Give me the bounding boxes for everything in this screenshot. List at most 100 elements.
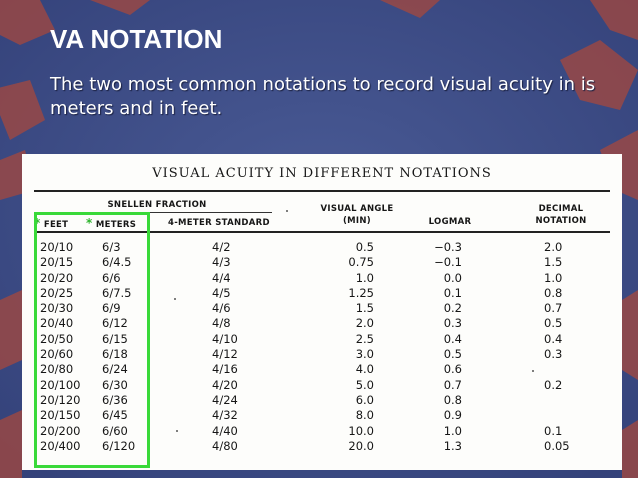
header-feet: * FEET [34,216,68,230]
table-cell: 2.0 [355,316,374,331]
table-cell: 0.2 [443,301,462,316]
star-marker: * [86,216,93,230]
table-cell: 4/80 [212,438,238,453]
table-cell: 0.75 [348,255,374,270]
header-meters: * METERS [86,216,136,230]
table-header-rule [34,231,610,233]
table-title: VISUAL ACUITY IN DIFFERENT NOTATIONS [152,166,492,181]
header-meters-label: METERS [95,220,137,230]
scan-speck [532,370,534,372]
table-cell: 20/15 [40,255,74,270]
column-feet: 20/10 20/15 20/20 20/25 20/30 20/40 20/50 20/60… [40,240,80,454]
table-cell: 6/12 [102,316,128,331]
table-cell: 1.5 [544,255,563,270]
table-cell: 6/36 [102,392,128,407]
table-cell: 20/30 [40,301,74,316]
table-cell: 4/24 [212,392,238,407]
acuity-table: VISUAL ACUITY IN DIFFERENT NOTATIONS SNE… [22,154,622,470]
table-cell: 1.0 [443,423,462,438]
table-cell: 2.5 [355,331,374,346]
star-marker: * [34,216,41,230]
header-decimal: DECIMAL [538,204,584,214]
table-cell: 0.4 [544,331,563,346]
table-cell: 6/45 [102,408,128,423]
table-cell: 1.25 [348,285,374,300]
table-cell: 4/32 [212,408,238,423]
header-feet-label: FEET [43,220,69,230]
table-cell: 0.0 [443,270,462,285]
table-cell: 20/400 [40,438,81,453]
table-cell: 1.0 [544,270,563,285]
table-cell: 1.3 [443,438,462,453]
highlight-box [34,212,150,468]
table-cell: 20/20 [40,270,74,285]
slide-body-text: The two most common notations to record … [50,74,596,119]
table-cell: 0.3 [443,316,462,331]
header-logmar: LOGMAR [428,217,472,227]
table-cell: 20/25 [40,285,74,300]
table-cell: 6/6 [102,270,121,285]
table-cell: 0.5 [544,316,563,331]
table-cell: 6/60 [102,423,128,438]
table-cell: 6/4.5 [102,255,132,270]
table-cell: −0.3 [434,240,462,254]
table-cell: 20/150 [40,408,81,423]
table-cell: 0.1 [544,423,563,438]
table-cell [544,408,570,423]
scan-speck [174,298,176,300]
table-cell: 0.3 [544,347,563,362]
table-cell: 6/30 [102,377,128,392]
table-cell: 4/3 [212,255,231,270]
table-cell: 4/6 [212,301,231,316]
column-meters: 6/3 6/4.5 6/6 6/7.5 6/9 6/12 6/15 6/18 6/24 6/30 6… [102,240,135,454]
table-cell: 20/50 [40,331,74,346]
table-cell: 4/40 [212,423,238,438]
table-cell: 0.6 [443,362,462,377]
column-decimal: 2.0 1.5 1.0 0.8 0.7 0.5 0.4 0.3 0.2 0.1 0.05 [544,240,570,454]
table-cell: 10.0 [348,423,374,438]
table-cell: 6/15 [102,331,128,346]
table-cell: 4/2 [212,240,231,254]
header-visual-angle-unit: (MIN) [342,216,371,226]
table-cell: 6/7.5 [102,285,132,300]
table-cell: 20/200 [40,423,81,438]
table-cell: 0.4 [443,331,462,346]
table-cell: 4/16 [212,362,238,377]
table-cell: 20.0 [348,438,374,453]
table-cell: 4/4 [212,270,231,285]
table-cell [544,393,570,408]
table-cell: 6/3 [102,240,121,254]
table-cell: 0.7 [544,301,563,316]
table-cell: 0.2 [544,377,563,392]
table-cell: 8.0 [355,408,374,423]
table-cell: 6/18 [102,347,128,362]
header-4-meter-standard: 4-METER STANDARD [168,218,270,228]
scan-speck [286,210,288,212]
table-cell: 0.8 [443,392,462,407]
column-logmar: −0.3 −0.1 0.0 0.1 0.2 0.3 0.4 0.5 0.6 0.7 0.8 0.9 1.… [420,240,462,454]
table-cell: 6/9 [102,301,121,316]
table-cell: 0.5 [355,240,374,254]
table-cell: 20/40 [40,316,74,331]
table-cell: 3.0 [355,347,374,362]
table-cell [544,362,570,377]
table-cell: 2.0 [544,240,563,254]
table-cell: 20/80 [40,362,74,377]
table-cell: 0.8 [544,285,563,300]
header-visual-angle: VISUAL ANGLE [320,204,394,214]
header-decimal-notation: NOTATION [535,216,587,226]
table-cell: 6.0 [355,392,374,407]
table-cell: 4/5 [212,285,231,300]
column-visual-angle: 0.5 0.75 1.0 1.25 1.5 2.0 2.5 3.0 4.0 5.0 6.0 8.0 10… [332,240,374,454]
table-cell: 6/24 [102,362,128,377]
table-cell: 4/12 [212,347,238,362]
column-4-meter: 4/2 4/3 4/4 4/5 4/6 4/8 4/10 4/12 4/16 4/20 4/24 4/… [212,240,238,454]
table-cell: 20/60 [40,347,74,362]
table-cell: −0.1 [434,255,462,270]
table-top-rule [34,190,610,192]
table-cell: 4/8 [212,316,231,331]
table-cell: 6/120 [102,438,136,453]
table-cell: 4/20 [212,377,238,392]
table-cell: 0.05 [544,438,570,453]
table-cell: 0.1 [443,285,462,300]
